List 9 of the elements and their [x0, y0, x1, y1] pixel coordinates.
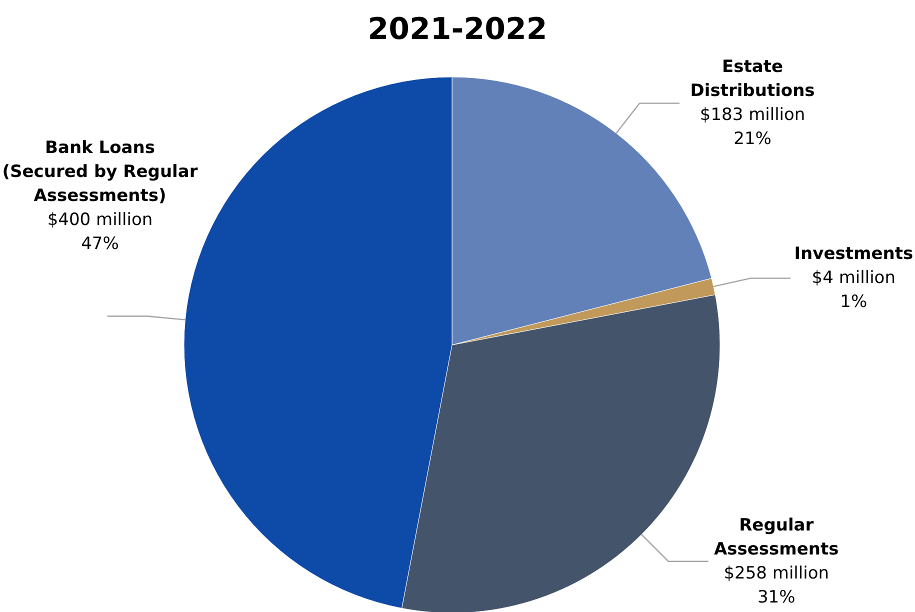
- slice-label: Bank Loans (Secured by Regular Assessments): [2, 138, 198, 206]
- data-label: $400 million 47%: [47, 210, 153, 254]
- data-label: $183 million 21%: [700, 105, 806, 150]
- slice-label: Investments: [794, 244, 914, 264]
- slice-label: Estate Distributions: [690, 57, 815, 102]
- data-label: $258 million 31%: [724, 563, 830, 608]
- data-label: $4 million 1%: [812, 268, 896, 312]
- chart-title: 2021-2022: [368, 12, 548, 47]
- slice-label: Regular Assessments: [714, 515, 839, 560]
